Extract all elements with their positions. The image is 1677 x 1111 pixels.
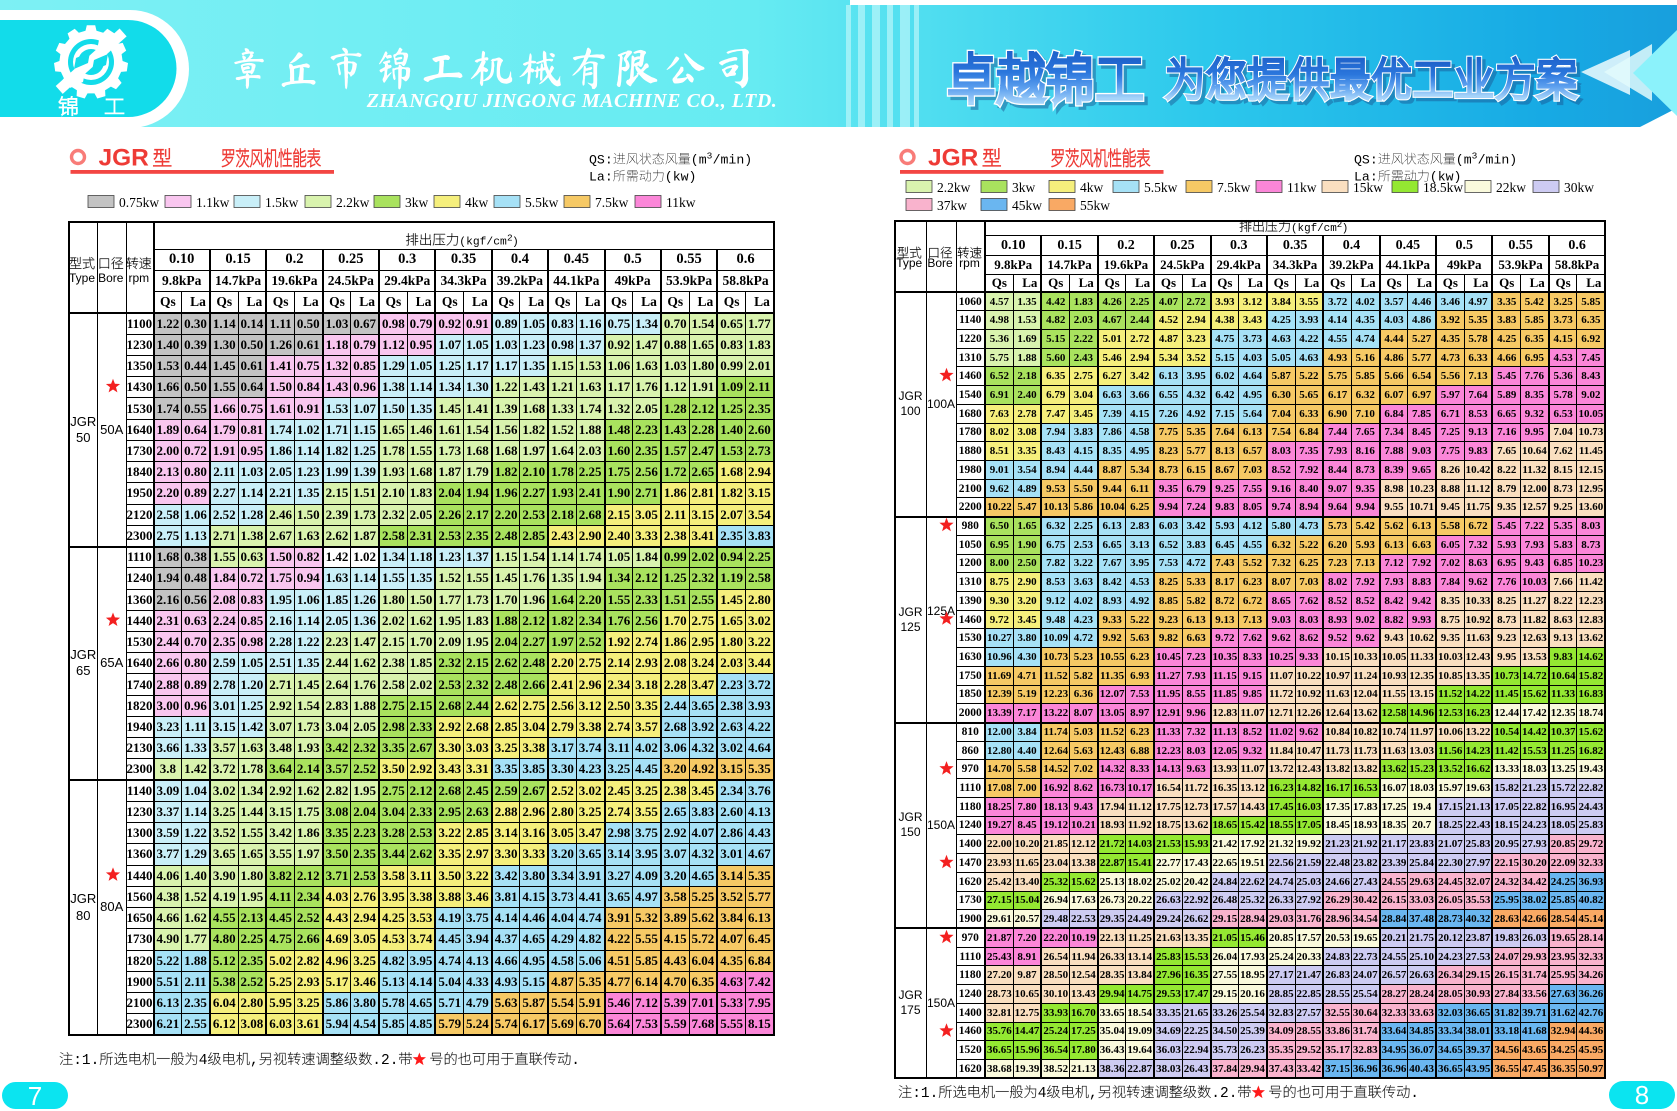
svg-text:JGR: JGR <box>99 145 150 172</box>
svg-text:45kw: 45kw <box>1012 198 1042 213</box>
svg-text:2.2kw: 2.2kw <box>336 195 370 210</box>
svg-text:/min): /min) <box>1478 153 1518 168</box>
svg-text::1.: :1. <box>912 1086 938 1102</box>
svg-text:18.5kw: 18.5kw <box>1423 180 1463 195</box>
svg-text:3kw: 3kw <box>405 195 429 210</box>
svg-text:3kw: 3kw <box>1012 180 1036 195</box>
svg-text:(m: (m <box>1456 153 1472 168</box>
svg-text:.: . <box>571 1053 580 1069</box>
svg-text:(m: (m <box>691 153 707 168</box>
svg-text:(kw): (kw) <box>665 170 697 185</box>
svg-text:2.2kw: 2.2kw <box>937 180 971 195</box>
svg-text:,: , <box>1089 1086 1098 1102</box>
svg-text:4: 4 <box>1038 1086 1047 1102</box>
svg-text:La:: La: <box>589 170 613 185</box>
svg-text:7.5kw: 7.5kw <box>1217 180 1251 195</box>
svg-text:1.5kw: 1.5kw <box>265 195 299 210</box>
svg-text:4kw: 4kw <box>465 195 489 210</box>
svg-text:55kw: 55kw <box>1080 198 1110 213</box>
svg-text:La:: La: <box>1354 170 1378 185</box>
svg-text:QS:: QS: <box>589 153 613 168</box>
svg-text:(kw): (kw) <box>1430 170 1462 185</box>
svg-text:.: . <box>1410 1086 1419 1102</box>
svg-text:30kw: 30kw <box>1564 180 1594 195</box>
svg-text:0.75kw: 0.75kw <box>119 195 159 210</box>
svg-text:3: 3 <box>1472 151 1478 162</box>
svg-text:ZHANGQIU JINGONG MACHINE CO.,: ZHANGQIU JINGONG MACHINE CO., LTD. <box>366 90 778 112</box>
svg-text:3: 3 <box>707 151 713 162</box>
svg-text:JGR: JGR <box>928 145 979 172</box>
svg-text:.2.: .2. <box>372 1053 398 1069</box>
svg-text:.2.: .2. <box>1211 1086 1237 1102</box>
svg-text:37kw: 37kw <box>937 198 967 213</box>
svg-text:11kw: 11kw <box>1287 180 1317 195</box>
svg-text:5.5kw: 5.5kw <box>525 195 559 210</box>
svg-text::1.: :1. <box>73 1053 99 1069</box>
svg-text:4kw: 4kw <box>1080 180 1104 195</box>
svg-text:/min): /min) <box>713 153 753 168</box>
svg-text:5.5kw: 5.5kw <box>1144 180 1178 195</box>
svg-text:4: 4 <box>199 1053 208 1069</box>
svg-text:,: , <box>250 1053 259 1069</box>
svg-text:22kw: 22kw <box>1496 180 1526 195</box>
svg-text:1.1kw: 1.1kw <box>196 195 230 210</box>
svg-text:7.5kw: 7.5kw <box>595 195 629 210</box>
svg-text:QS:: QS: <box>1354 153 1378 168</box>
svg-text:15kw: 15kw <box>1353 180 1383 195</box>
svg-text:11kw: 11kw <box>666 195 696 210</box>
